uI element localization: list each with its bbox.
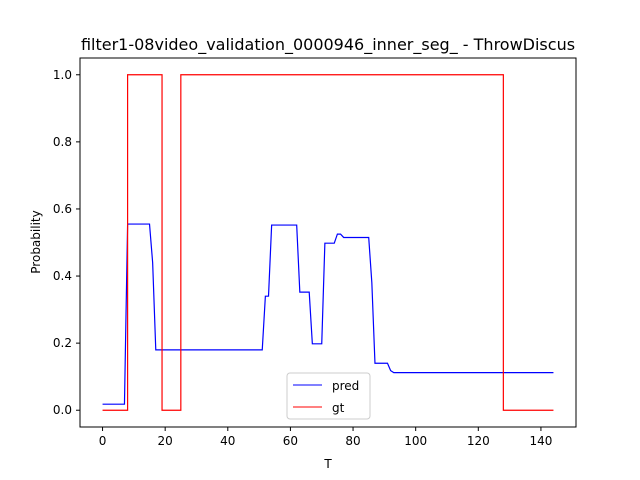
plot-frame [79,57,577,428]
y-tick-label: 0.6 [53,202,72,216]
x-axis-label: T [323,457,332,471]
x-axis-ticks: 0 20 40 60 80 100 120 140 [99,427,552,448]
x-tick-label: 100 [404,434,427,448]
x-tick-label: 20 [158,434,173,448]
legend: pred gt [286,372,371,420]
x-tick-label: 80 [345,434,360,448]
y-tick-label: 0.4 [53,269,72,283]
y-axis-ticks: 0.0 0.2 0.4 0.6 0.8 1.0 [53,68,80,417]
plot-series [102,74,554,411]
x-tick-label: 140 [529,434,552,448]
series-line-pred [102,223,554,405]
y-tick-label: 0.2 [53,336,72,350]
y-tick-label: 0.8 [53,135,72,149]
series-line-gt [102,74,554,411]
x-tick-label: 40 [220,434,235,448]
legend-label-gt: gt [332,401,345,415]
y-axis-label: Probability [29,210,43,273]
legend-label-pred: pred [332,379,359,393]
x-tick-label: 120 [467,434,490,448]
y-tick-label: 1.0 [53,68,72,82]
y-tick-label: 0.0 [53,403,72,417]
chart-title: filter1-08video_validation_0000946_inner… [81,35,575,55]
x-tick-label: 60 [283,434,298,448]
x-tick-label: 0 [99,434,107,448]
